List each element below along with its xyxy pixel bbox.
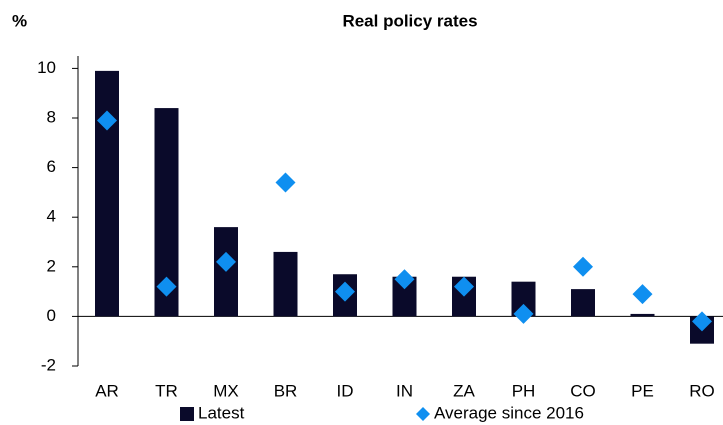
y-axis-label: %	[12, 11, 27, 30]
x-tick-label: TR	[155, 381, 178, 400]
diamond-marker	[454, 276, 474, 297]
diamond-marker	[632, 284, 653, 305]
diamond-marker	[692, 311, 712, 332]
x-tick-label: IN	[396, 381, 413, 400]
chart-title: Real policy rates	[342, 11, 477, 30]
y-tick-label: 6	[47, 157, 56, 176]
diamond-marker	[97, 110, 117, 131]
bar	[273, 251, 298, 317]
diamond-marker	[275, 172, 296, 193]
x-tick-label: BR	[274, 381, 298, 400]
y-tick-label: 8	[47, 107, 56, 126]
diamond-marker	[335, 281, 355, 302]
x-tick-label: RO	[689, 381, 715, 400]
y-tick-label: 2	[47, 256, 56, 275]
legend-swatch	[180, 407, 194, 421]
diamond-marker	[156, 276, 177, 297]
legend-label: Average since 2016	[434, 403, 584, 422]
x-tick-label: PE	[631, 381, 654, 400]
legend-label: Latest	[198, 403, 245, 422]
x-tick-label: CO	[570, 381, 596, 400]
bar	[95, 70, 119, 317]
diamond-marker	[216, 251, 236, 272]
x-tick-label: AR	[95, 381, 119, 400]
x-tick-label: ZA	[453, 381, 475, 400]
y-tick-label: 4	[47, 207, 56, 226]
legend-swatch	[416, 407, 430, 421]
y-tick-label: 0	[47, 306, 56, 325]
diamond-marker	[513, 303, 534, 324]
x-tick-label: MX	[213, 381, 239, 400]
diamond-marker	[394, 269, 415, 290]
bar	[630, 313, 655, 317]
x-tick-label: ID	[337, 381, 354, 400]
y-tick-label: 10	[37, 58, 56, 77]
diamond-marker	[573, 256, 593, 277]
y-tick-label: -2	[41, 355, 56, 374]
x-tick-label: PH	[512, 381, 536, 400]
bar	[571, 289, 595, 317]
